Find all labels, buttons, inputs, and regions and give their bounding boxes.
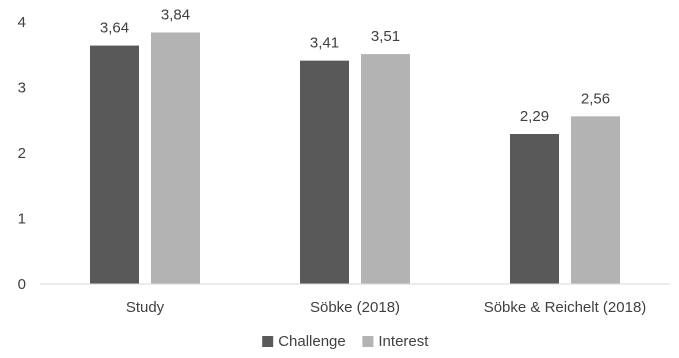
y-tick-label: 2 xyxy=(18,145,26,162)
y-tick-label: 1 xyxy=(18,211,26,228)
category-label: Study xyxy=(126,299,165,316)
legend-label-interest: Interest xyxy=(378,333,429,350)
bars xyxy=(90,32,620,285)
data-label: 3,84 xyxy=(161,6,190,23)
bar-challenge-2 xyxy=(510,134,559,284)
bar-challenge-0 xyxy=(90,45,139,284)
legend-swatch-challenge xyxy=(262,336,274,347)
category-label: Söbke & Reichelt (2018) xyxy=(484,299,647,316)
y-axis: 0 1 2 3 4 xyxy=(18,14,26,293)
data-label: 2,29 xyxy=(520,108,549,125)
bar-interest-0 xyxy=(151,32,200,285)
bar-challenge-1 xyxy=(300,60,349,284)
y-tick-label: 4 xyxy=(18,14,26,31)
category-label: Söbke (2018) xyxy=(310,299,400,316)
bar-interest-2 xyxy=(571,116,620,284)
legend-label-challenge: Challenge xyxy=(278,333,346,350)
data-label: 3,64 xyxy=(100,20,129,37)
data-label: 2,56 xyxy=(581,90,610,107)
x-axis: Study Söbke (2018) Söbke & Reichelt (2018) xyxy=(126,299,646,316)
legend: Challenge Interest xyxy=(262,333,429,350)
y-tick-label: 3 xyxy=(18,80,26,97)
bar-interest-1 xyxy=(361,54,410,284)
legend-swatch-interest xyxy=(362,336,374,347)
data-label: 3,51 xyxy=(371,28,400,45)
data-labels: 3,64 3,84 3,41 3,51 2,29 2,56 xyxy=(100,6,610,125)
y-tick-label: 0 xyxy=(18,276,26,293)
data-label: 3,41 xyxy=(310,35,339,52)
